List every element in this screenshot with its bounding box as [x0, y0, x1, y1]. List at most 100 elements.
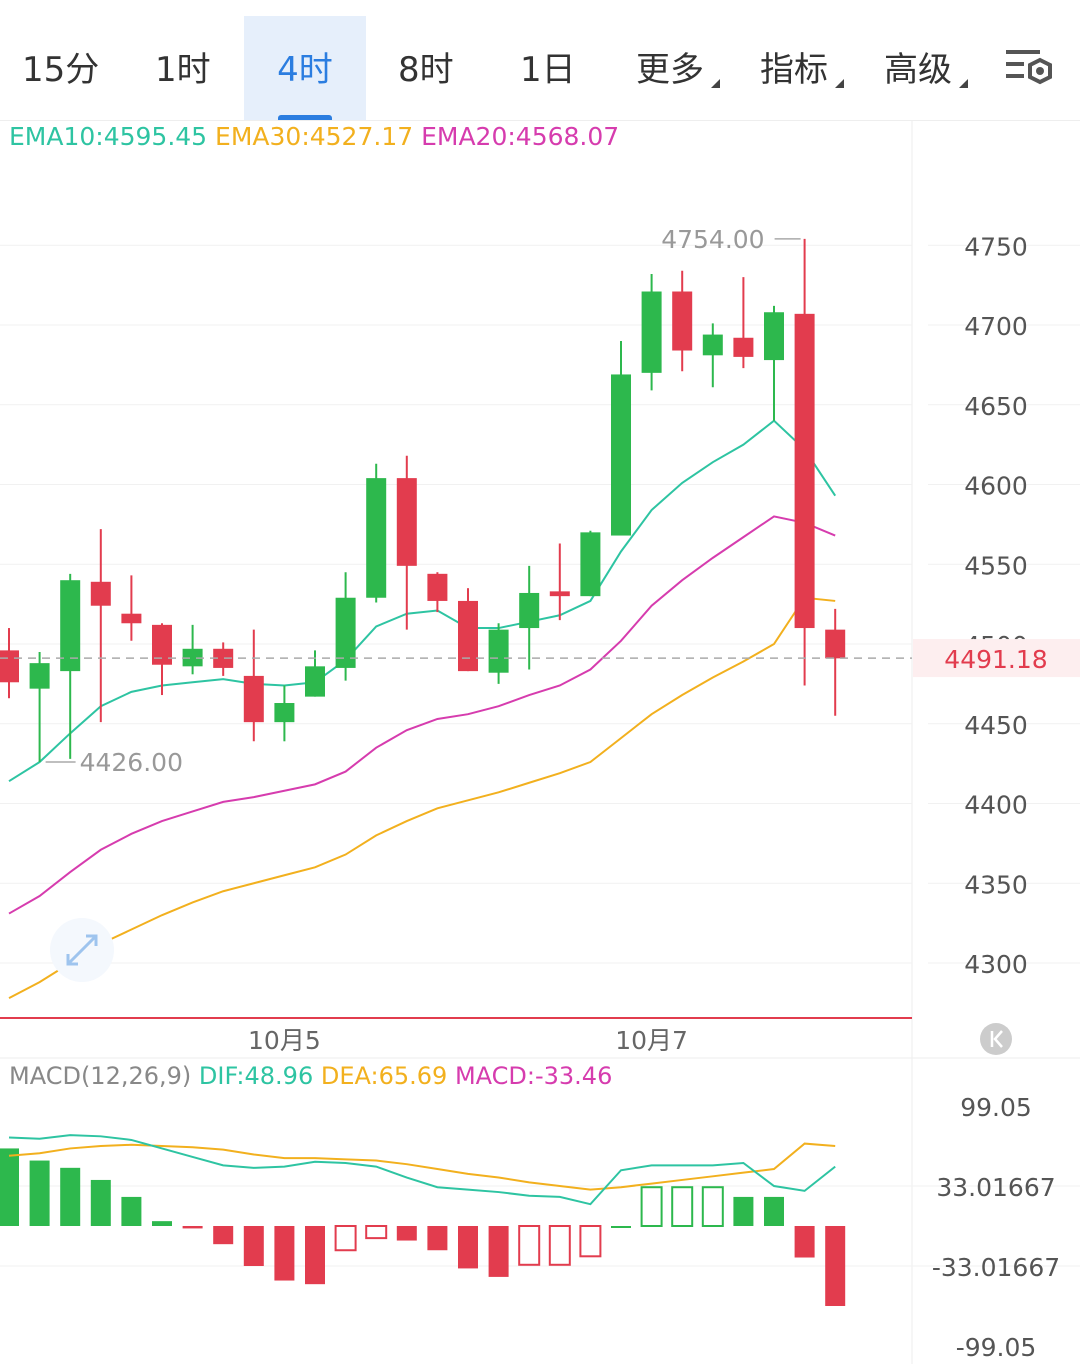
candle-body	[60, 580, 81, 672]
candle	[794, 238, 815, 686]
candle-body	[488, 629, 509, 673]
tab-1日[interactable]: 1日	[520, 16, 576, 120]
macd-bar	[671, 1186, 694, 1227]
candle	[90, 529, 111, 723]
candle	[672, 270, 693, 372]
candle-body	[458, 600, 478, 672]
macd-bar	[458, 1226, 478, 1269]
candle	[702, 323, 723, 388]
candle-body	[672, 291, 693, 351]
macd-bar	[733, 1196, 754, 1226]
price-tick-label: 4400	[964, 791, 1028, 820]
current-price-badge	[913, 639, 1080, 678]
timeframe-tab-bar: 15分 1时 4时 8时 1日 更多 指标 高级	[0, 0, 1080, 121]
tab-8时[interactable]: 8时	[398, 16, 454, 120]
macd-bar	[427, 1226, 448, 1251]
candle-body	[611, 374, 631, 536]
macd-label: MACD(12,26,9)	[9, 1062, 192, 1090]
price-tick-label: 4450	[964, 711, 1028, 740]
candle	[366, 463, 387, 603]
candle-body	[366, 478, 387, 598]
max-price-label: 4754.00	[661, 225, 764, 254]
dropdown-triangle-icon	[835, 79, 844, 88]
macd-bar	[579, 1225, 602, 1258]
macd-bar	[518, 1225, 541, 1266]
macd-legend: MACD(12,26,9) DIF:48.96 DEA:65.69 MACD:-…	[9, 1062, 612, 1090]
macd-bar	[365, 1225, 388, 1240]
date-tick-label: 10月5	[248, 1026, 321, 1055]
candle	[396, 455, 417, 630]
macd-tick-label: -33.01667	[932, 1253, 1060, 1282]
tab-4时[interactable]: 4时	[244, 16, 366, 120]
candle	[182, 624, 203, 675]
candle-body	[152, 624, 172, 665]
candle	[0, 628, 19, 699]
macd-bar	[243, 1226, 264, 1266]
price-tick-label: 4300	[964, 950, 1028, 979]
candle-body	[825, 629, 846, 659]
expand-arrows-icon	[66, 934, 98, 966]
candle	[335, 572, 356, 681]
candle	[549, 543, 570, 621]
candle	[152, 623, 172, 696]
candle	[121, 575, 142, 641]
candle-body	[702, 334, 723, 356]
candle	[641, 273, 662, 391]
macd-value: MACD:-33.46	[454, 1062, 613, 1090]
price-tick-label: 4350	[964, 870, 1028, 899]
dropdown-triangle-icon	[711, 79, 720, 88]
active-tab-indicator	[278, 115, 332, 120]
macd-bar	[611, 1226, 631, 1228]
macd-bar	[60, 1167, 81, 1226]
tab-1时[interactable]: 1时	[155, 16, 211, 120]
tab-15分[interactable]: 15分	[22, 16, 99, 120]
macd-bar	[0, 1148, 19, 1226]
candle-body	[90, 581, 111, 606]
tab-label: 1日	[520, 50, 576, 90]
candle-body	[335, 597, 356, 668]
candle-body	[243, 675, 264, 723]
candle	[458, 588, 478, 672]
tab-label: 1时	[155, 50, 211, 90]
candle	[274, 685, 295, 742]
price-tick-label: 4650	[964, 392, 1028, 421]
ema-legend: EMA10:4595.45 EMA30:4527.17 EMA20:4568.0…	[9, 122, 619, 151]
macd-bar	[121, 1196, 142, 1226]
tab-指标[interactable]: 指标	[760, 16, 844, 120]
candle	[733, 277, 754, 369]
macd-bar	[90, 1179, 111, 1226]
macd-bar	[274, 1226, 295, 1281]
ema20-value: EMA20:4568.07	[421, 122, 620, 151]
candle-body	[213, 648, 234, 668]
price-tick-label: 4700	[964, 312, 1028, 341]
date-tick-label: 10月7	[615, 1026, 688, 1055]
candle-body	[396, 478, 417, 566]
candle	[611, 340, 631, 536]
candle-body	[794, 313, 815, 629]
candle-body	[427, 573, 448, 601]
ema30-line	[8, 596, 836, 999]
dea-value: DEA:65.69	[320, 1062, 448, 1090]
chart-settings-icon[interactable]	[1004, 46, 1056, 92]
candle-body	[274, 703, 295, 723]
macd-bar	[640, 1186, 663, 1227]
macd-tick-label: -99.05	[956, 1333, 1037, 1362]
macd-bar	[29, 1160, 50, 1226]
min-price-label: 4426.00	[80, 748, 183, 777]
ema20-line	[8, 515, 836, 915]
tab-更多[interactable]: 更多	[636, 16, 720, 120]
candle-body	[733, 337, 754, 357]
macd-bar	[701, 1186, 724, 1227]
candle	[213, 642, 234, 676]
tab-label: 15分	[22, 50, 100, 90]
expand-button-group	[50, 918, 114, 982]
candle	[427, 572, 448, 613]
tab-高级[interactable]: 高级	[884, 16, 968, 120]
macd-tick-label: 33.01667	[936, 1173, 1055, 1202]
macd-bar	[334, 1225, 357, 1252]
macd-bar	[548, 1225, 571, 1266]
macd-bar	[396, 1226, 417, 1241]
candle-body	[519, 592, 540, 629]
candle-body	[764, 312, 784, 361]
